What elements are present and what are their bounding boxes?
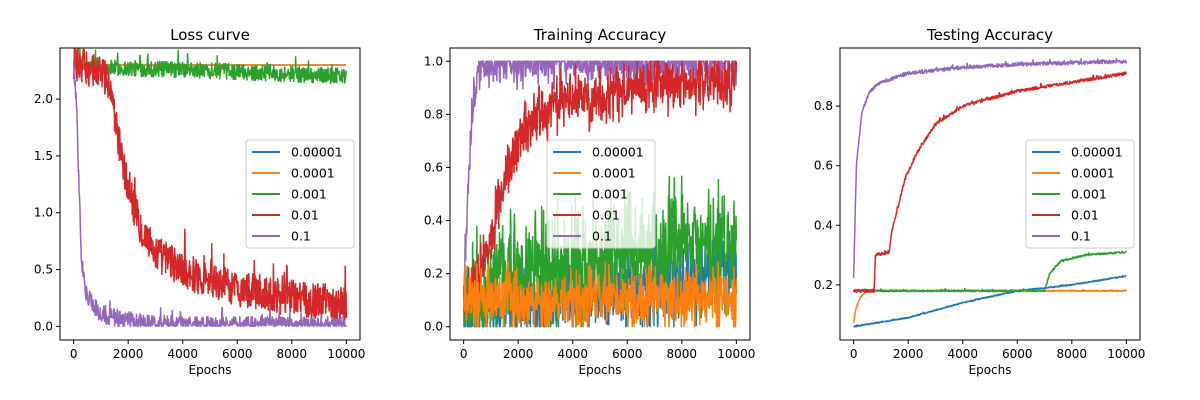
x-axis-label: Epochs bbox=[189, 363, 232, 377]
legend-label: 0.0001 bbox=[1071, 166, 1115, 181]
legend-label: 0.00001 bbox=[1071, 145, 1123, 160]
series-group bbox=[72, 48, 348, 328]
legend-label: 0.1 bbox=[1071, 229, 1091, 244]
series-group bbox=[462, 60, 738, 328]
chart-title: Testing Accuracy bbox=[926, 26, 1053, 44]
chart-title: Loss curve bbox=[170, 26, 250, 44]
legend-label: 0.01 bbox=[592, 208, 620, 223]
y-tick-label: 0.0 bbox=[34, 319, 53, 333]
x-tick-label: 8000 bbox=[667, 347, 698, 361]
y-tick-label: 0.4 bbox=[814, 218, 833, 232]
series-line-0_0001 bbox=[462, 260, 738, 328]
x-tick-label: 4000 bbox=[557, 347, 588, 361]
legend-box bbox=[1025, 139, 1135, 249]
legend-label: 0.001 bbox=[1071, 187, 1107, 202]
subplot-3: 0 2000 4000 6000 8000 10000 0.2 0.4 0.6 0.8 Testin… bbox=[814, 26, 1146, 377]
series-line-0_01 bbox=[852, 71, 1128, 294]
x-tick-label: 6000 bbox=[222, 347, 253, 361]
y-tick-label: 0.8 bbox=[814, 99, 833, 113]
subplot-1: 0 2000 4000 6000 8000 10000 0.0 0.5 1.0 1.5 2.0 Los… bbox=[34, 26, 366, 377]
legend-box bbox=[245, 139, 355, 249]
x-tick-label: 2000 bbox=[113, 347, 144, 361]
y-tick-label: 0.2 bbox=[814, 278, 833, 292]
series-line-0_001 bbox=[72, 48, 348, 85]
y-tick-label: 0.6 bbox=[424, 160, 443, 174]
y-tick-label: 2.0 bbox=[34, 92, 53, 106]
legend: 0.00001 0.0001 0.001 0.01 0.1 bbox=[546, 139, 656, 249]
legend-label: 0.001 bbox=[592, 187, 628, 202]
subplot-2: 0 2000 4000 6000 8000 10000 0.0 0.2 0.4 0.6 0.8 1.0… bbox=[424, 26, 756, 377]
series-line-0_01 bbox=[462, 60, 738, 316]
y-tick-label: 0.8 bbox=[424, 107, 443, 121]
plot-frame bbox=[59, 47, 361, 341]
x-tick-label: 0 bbox=[850, 347, 858, 361]
x-tick-label: 10000 bbox=[717, 347, 755, 361]
series-line-0_1 bbox=[852, 57, 1128, 278]
series-line-0_1 bbox=[462, 60, 738, 295]
legend: 0.00001 0.0001 0.001 0.01 0.1 bbox=[245, 139, 355, 249]
series-line-0_001 bbox=[852, 250, 1127, 293]
legend-box bbox=[546, 139, 656, 249]
series-line-0_1 bbox=[72, 60, 347, 328]
plot-frame bbox=[449, 47, 751, 341]
legend-label: 0.01 bbox=[291, 208, 319, 223]
y-tick-label: 1.0 bbox=[34, 206, 53, 220]
x-tick-label: 8000 bbox=[1057, 347, 1088, 361]
x-axis-label: Epochs bbox=[969, 363, 1012, 377]
legend-label: 0.1 bbox=[291, 229, 311, 244]
plot-frame bbox=[839, 47, 1141, 341]
x-tick-label: 10000 bbox=[1107, 347, 1145, 361]
y-tick-label: 0.0 bbox=[424, 320, 443, 334]
legend-label: 0.0001 bbox=[592, 166, 636, 181]
legend-label: 0.0001 bbox=[291, 166, 335, 181]
legend-label: 0.00001 bbox=[592, 145, 644, 160]
x-tick-label: 6000 bbox=[1002, 347, 1033, 361]
x-tick-label: 4000 bbox=[167, 347, 198, 361]
y-tick-label: 0.2 bbox=[424, 267, 443, 281]
x-tick-label: 8000 bbox=[277, 347, 308, 361]
series-line-0_00001 bbox=[852, 274, 1127, 328]
y-tick-label: 1.0 bbox=[424, 54, 443, 68]
chart-title: Training Accuracy bbox=[533, 26, 667, 44]
x-tick-label: 0 bbox=[460, 347, 468, 361]
x-tick-label: 10000 bbox=[327, 347, 365, 361]
legend-label: 0.1 bbox=[592, 229, 612, 244]
legend: 0.00001 0.0001 0.001 0.01 0.1 bbox=[1025, 139, 1135, 249]
y-tick-label: 1.5 bbox=[34, 149, 53, 163]
series-group bbox=[852, 57, 1128, 328]
x-tick-label: 6000 bbox=[612, 347, 643, 361]
x-axis-label: Epochs bbox=[579, 363, 622, 377]
y-tick-label: 0.6 bbox=[814, 159, 833, 173]
legend-label: 0.01 bbox=[1071, 208, 1099, 223]
x-tick-label: 2000 bbox=[503, 347, 534, 361]
legend-label: 0.00001 bbox=[291, 145, 343, 160]
legend-label: 0.001 bbox=[291, 187, 327, 202]
series-line-0_01 bbox=[72, 48, 348, 322]
series-line-0_0001 bbox=[852, 288, 1128, 324]
y-tick-label: 0.5 bbox=[34, 263, 53, 277]
x-tick-label: 4000 bbox=[947, 347, 978, 361]
x-tick-label: 0 bbox=[70, 347, 78, 361]
y-tick-label: 0.4 bbox=[424, 214, 443, 228]
x-tick-label: 2000 bbox=[893, 347, 924, 361]
